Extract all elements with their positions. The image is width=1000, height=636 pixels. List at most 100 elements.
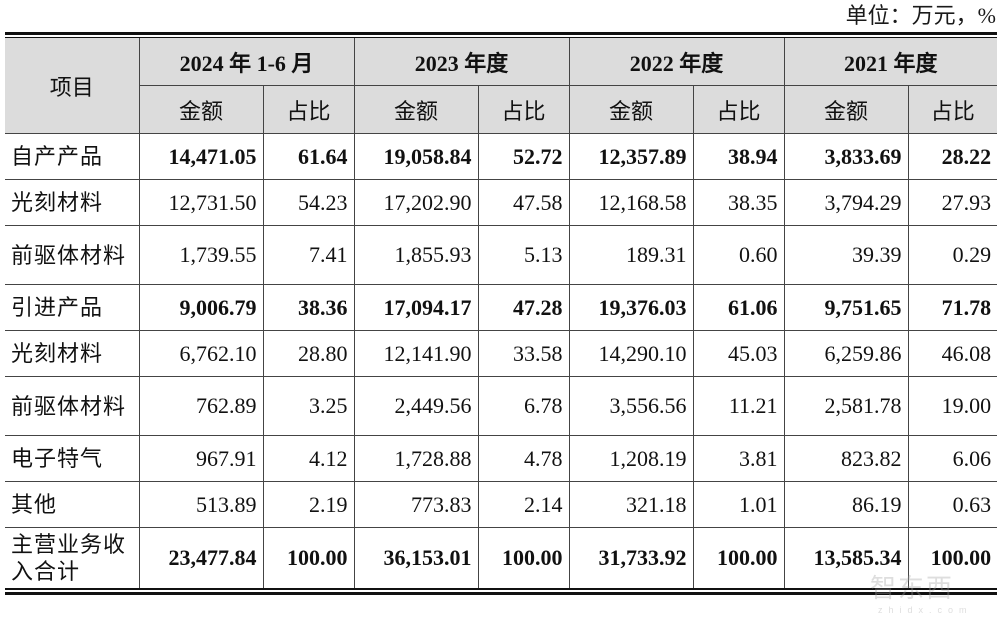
amount-cell: 9,751.65 — [783, 284, 909, 331]
ratio-cell: 46.08 — [907, 330, 998, 377]
ratio-header: 占比 — [692, 85, 785, 134]
amount-header: 金额 — [139, 85, 264, 134]
unit-note: 单位：万元，% — [845, 3, 996, 28]
ratio-cell: 61.64 — [262, 133, 355, 180]
amount-cell: 9,006.79 — [138, 284, 264, 331]
header-row-metrics: 金额 占比 金额 占比 金额 占比 金额 占比 — [5, 85, 998, 134]
table-row: 引进产品 9,006.79 38.36 17,094.17 47.28 19,3… — [5, 284, 998, 331]
row-label: 前驱体材料 — [5, 225, 140, 285]
rule-thin — [5, 37, 997, 38]
ratio-cell: 19.00 — [907, 376, 998, 436]
amount-cell: 86.19 — [783, 481, 909, 528]
amount-cell: 1,728.88 — [353, 435, 479, 482]
ratio-cell: 38.36 — [262, 284, 355, 331]
amount-cell: 3,833.69 — [783, 133, 909, 180]
ratio-cell: 38.94 — [692, 133, 785, 180]
row-label: 电子特气 — [5, 435, 140, 482]
ratio-cell: 1.01 — [692, 481, 785, 528]
ratio-cell: 2.19 — [262, 481, 355, 528]
amount-cell: 762.89 — [138, 376, 264, 436]
amount-cell: 2,449.56 — [353, 376, 479, 436]
amount-cell: 31,733.92 — [568, 527, 694, 588]
amount-cell: 2,581.78 — [783, 376, 909, 436]
period-header-2022: 2022 年度 — [568, 38, 785, 86]
item-header: 项目 — [5, 38, 140, 134]
amount-cell: 13,585.34 — [783, 527, 909, 588]
amount-cell: 12,141.90 — [353, 330, 479, 377]
ratio-cell: 100.00 — [477, 527, 570, 588]
ratio-cell: 47.58 — [477, 179, 570, 226]
amount-cell: 1,739.55 — [138, 225, 264, 285]
amount-cell: 3,556.56 — [568, 376, 694, 436]
table-row: 光刻材料 6,762.10 28.80 12,141.90 33.58 14,2… — [5, 330, 998, 377]
period-header-2021: 2021 年度 — [783, 38, 998, 86]
row-label: 引进产品 — [5, 284, 140, 331]
amount-cell: 17,202.90 — [353, 179, 479, 226]
ratio-cell: 100.00 — [692, 527, 785, 588]
ratio-cell: 6.78 — [477, 376, 570, 436]
row-label: 光刻材料 — [5, 179, 140, 226]
amount-cell: 23,477.84 — [138, 527, 264, 588]
amount-cell: 823.82 — [783, 435, 909, 482]
table-row: 前驱体材料 1,739.55 7.41 1,855.93 5.13 189.31… — [5, 225, 998, 285]
table-top-rule — [5, 32, 997, 35]
ratio-cell: 4.12 — [262, 435, 355, 482]
ratio-cell: 61.06 — [692, 284, 785, 331]
amount-cell: 6,259.86 — [783, 330, 909, 377]
period-header-2023: 2023 年度 — [353, 38, 570, 86]
ratio-cell: 5.13 — [477, 225, 570, 285]
rule-gap — [5, 35, 997, 37]
ratio-cell: 45.03 — [692, 330, 785, 377]
ratio-cell: 2.14 — [477, 481, 570, 528]
row-label: 光刻材料 — [5, 330, 140, 377]
ratio-header: 占比 — [477, 85, 570, 134]
ratio-header: 占比 — [907, 85, 998, 134]
revenue-table-container: 项目 2024 年 1-6 月 2023 年度 2022 年度 2021 年度 … — [5, 32, 998, 595]
ratio-header: 占比 — [262, 85, 355, 134]
row-label: 前驱体材料 — [5, 376, 140, 436]
ratio-cell: 0.29 — [907, 225, 998, 285]
amount-cell: 14,290.10 — [568, 330, 694, 377]
ratio-cell: 28.80 — [262, 330, 355, 377]
amount-cell: 1,208.19 — [568, 435, 694, 482]
amount-cell: 773.83 — [353, 481, 479, 528]
ratio-cell: 38.35 — [692, 179, 785, 226]
ratio-cell: 3.25 — [262, 376, 355, 436]
amount-cell: 39.39 — [783, 225, 909, 285]
amount-cell: 967.91 — [138, 435, 264, 482]
ratio-cell: 0.60 — [692, 225, 785, 285]
ratio-cell: 27.93 — [907, 179, 998, 226]
table-row: 前驱体材料 762.89 3.25 2,449.56 6.78 3,556.56… — [5, 376, 998, 436]
table-bottom-rule-thick — [5, 592, 997, 595]
amount-cell: 19,058.84 — [353, 133, 479, 180]
ratio-cell: 28.22 — [907, 133, 998, 180]
ratio-cell: 47.28 — [477, 284, 570, 331]
ratio-cell: 71.78 — [907, 284, 998, 331]
amount-cell: 321.18 — [568, 481, 694, 528]
amount-cell: 14,471.05 — [138, 133, 264, 180]
period-header-2024h1: 2024 年 1-6 月 — [138, 38, 355, 86]
row-label: 主营业务收入合计 — [5, 527, 140, 588]
amount-header: 金额 — [568, 85, 694, 134]
ratio-cell: 54.23 — [262, 179, 355, 226]
amount-cell: 3,794.29 — [783, 179, 909, 226]
table-row: 电子特气 967.91 4.12 1,728.88 4.78 1,208.19 … — [5, 435, 998, 482]
amount-cell: 19,376.03 — [568, 284, 694, 331]
table-row: 自产产品 14,471.05 61.64 19,058.84 52.72 12,… — [5, 133, 998, 180]
ratio-cell: 52.72 — [477, 133, 570, 180]
ratio-cell: 0.63 — [907, 481, 998, 528]
amount-cell: 17,094.17 — [353, 284, 479, 331]
ratio-cell: 33.58 — [477, 330, 570, 377]
amount-header: 金额 — [353, 85, 479, 134]
row-label: 其他 — [5, 481, 140, 528]
table-row-total: 主营业务收入合计 23,477.84 100.00 36,153.01 100.… — [5, 527, 998, 588]
revenue-breakdown-table: 项目 2024 年 1-6 月 2023 年度 2022 年度 2021 年度 … — [5, 38, 998, 588]
watermark-sub: zhidx.com — [878, 605, 973, 615]
ratio-cell: 4.78 — [477, 435, 570, 482]
ratio-cell: 100.00 — [262, 527, 355, 588]
ratio-cell: 100.00 — [907, 527, 998, 588]
amount-cell: 12,168.58 — [568, 179, 694, 226]
ratio-cell: 11.21 — [692, 376, 785, 436]
amount-cell: 36,153.01 — [353, 527, 479, 588]
amount-cell: 189.31 — [568, 225, 694, 285]
